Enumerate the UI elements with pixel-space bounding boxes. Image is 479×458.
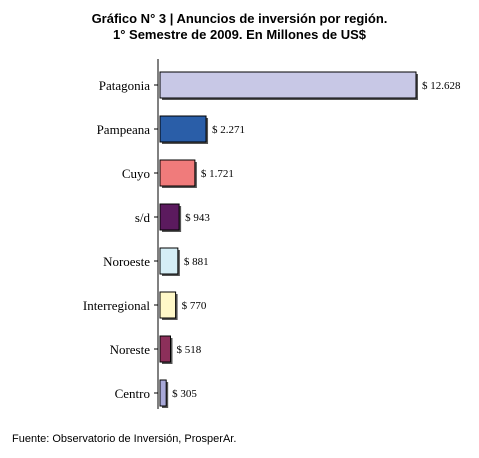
value-label: $ 943	[185, 212, 210, 224]
bar	[159, 203, 180, 231]
category-label: Centro	[115, 386, 150, 401]
category-label: Interregional	[83, 298, 151, 313]
bar	[159, 247, 179, 275]
bar	[159, 379, 167, 407]
value-label: $ 770	[182, 300, 207, 312]
value-label: $ 881	[184, 256, 209, 268]
bar-chart: Patagonia $ 12.628 Pampeana $ 2.271 Cuyo $ 1.…	[83, 59, 461, 409]
value-label: $ 12.628	[422, 80, 461, 92]
category-label: s/d	[135, 210, 151, 225]
bar	[159, 71, 417, 99]
value-label: $ 1.721	[201, 168, 234, 180]
chart-title-line2: 1° Semestre de 2009. En Millones de US$	[112, 27, 367, 42]
source-note: Fuente: Observatorio de Inversión, Prosp…	[12, 433, 237, 445]
chart-title-line1: Gráfico N° 3 | Anuncios de inversión por…	[91, 11, 388, 26]
bar	[159, 159, 196, 187]
bar	[159, 115, 207, 143]
category-label: Noroeste	[103, 254, 150, 269]
value-label: $ 2.271	[212, 124, 245, 136]
bar	[159, 291, 177, 319]
bar	[159, 335, 172, 363]
category-label: Cuyo	[122, 166, 150, 181]
category-label: Noreste	[110, 342, 151, 357]
category-label: Patagonia	[99, 78, 150, 93]
value-label: $ 518	[177, 344, 202, 356]
chart-title: Gráfico N° 3 | Anuncios de inversión por…	[0, 11, 479, 43]
category-label: Pampeana	[97, 122, 151, 137]
value-label: $ 305	[172, 388, 197, 400]
